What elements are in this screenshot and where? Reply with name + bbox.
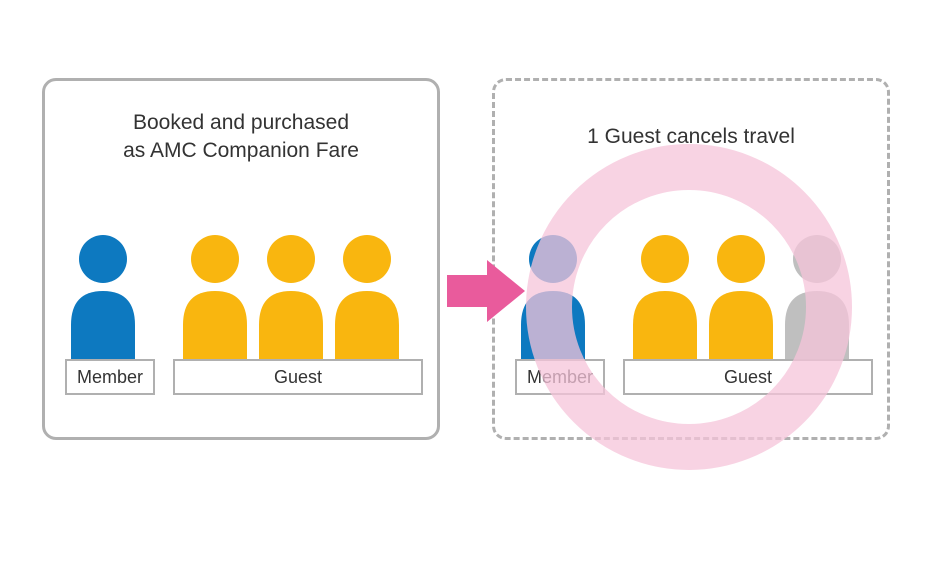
person-guest-icon <box>177 229 253 359</box>
person-guest-cancelled-icon <box>779 229 855 359</box>
person-member-icon <box>65 229 141 359</box>
guest-label-box: Guest <box>173 359 423 395</box>
arrow-icon <box>447 260 525 322</box>
panel-after: 1 Guest cancels travel Member Guest <box>492 78 890 440</box>
panel-before-heading: Booked and purchased as AMC Companion Fa… <box>45 109 437 166</box>
heading-line1: Booked and purchased <box>133 111 349 134</box>
member-label-box: Member <box>515 359 605 395</box>
labels-row-after: Member Guest <box>515 359 873 395</box>
people-row-after <box>515 229 873 359</box>
member-label-box: Member <box>65 359 155 395</box>
people-row-before <box>65 229 423 359</box>
panel-after-heading: 1 Guest cancels travel <box>495 123 887 151</box>
panel-before: Booked and purchased as AMC Companion Fa… <box>42 78 440 440</box>
heading-text: 1 Guest cancels travel <box>587 125 795 148</box>
diagram-container: Booked and purchased as AMC Companion Fa… <box>42 78 890 440</box>
heading-line2: as AMC Companion Fare <box>123 139 359 162</box>
person-guest-icon <box>329 229 405 359</box>
person-guest-icon <box>703 229 779 359</box>
guest-label-box: Guest <box>623 359 873 395</box>
labels-row-before: Member Guest <box>65 359 423 395</box>
person-member-icon <box>515 229 591 359</box>
person-guest-icon <box>253 229 329 359</box>
person-guest-icon <box>627 229 703 359</box>
